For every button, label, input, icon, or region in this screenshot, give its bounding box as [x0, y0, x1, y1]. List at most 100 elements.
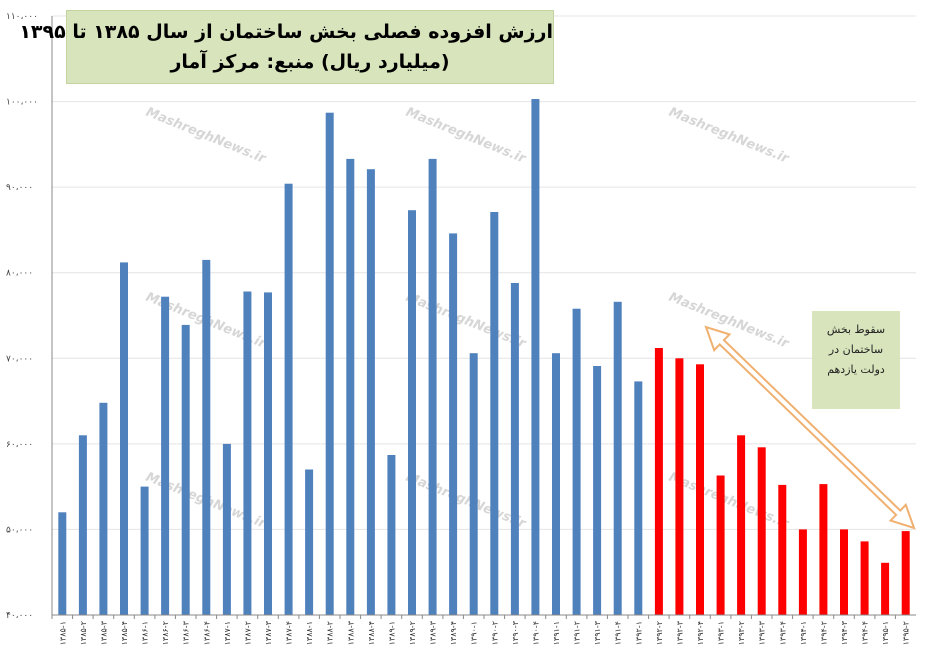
bar: [881, 562, 890, 615]
bar: [634, 381, 643, 615]
bar: [716, 475, 725, 615]
x-tick-label: ۱۳۹۲-۴: [696, 621, 705, 645]
x-tick-label: ۱۳۸۷-۳: [264, 620, 273, 645]
x-tick-labels: ۱۳۸۵-۱ ۱۳۸۵-۲ ۱۳۸۵-۳ ۱۳۸۵-۴ ۱۳۸۶-۱ ۱۳۸۶-۲ ۱۳۸۶…: [58, 620, 910, 645]
bar: [737, 435, 746, 615]
bar: [387, 455, 396, 615]
bar: [778, 484, 787, 615]
x-tick-label: ۱۳۹۴-۴: [861, 621, 870, 645]
y-tick-label: ۵۰،۰۰۰: [6, 525, 33, 535]
x-tick-label: ۱۳۸۸-۳: [346, 620, 355, 645]
y-tick-label: ۴۰،۰۰۰: [6, 611, 33, 621]
x-tick-label: ۱۳۹۳-۳: [758, 620, 767, 645]
bar: [593, 366, 602, 615]
bars: [58, 99, 910, 615]
x-tick-label: ۱۳۸۷-۴: [285, 621, 294, 645]
bar: [325, 112, 334, 615]
x-tick-label: ۱۳۹۰-۱: [470, 621, 479, 645]
bar: [202, 259, 211, 615]
bar: [140, 486, 149, 615]
watermark-text: MashreghNews.ir: [404, 105, 530, 167]
x-tick-label: ۱۳۹۵-۲: [902, 621, 911, 645]
bar: [531, 99, 540, 615]
x-tick-label: ۱۳۹۳-۱: [717, 621, 726, 645]
y-tick-label: ۱۰۰،۰۰۰: [6, 98, 38, 108]
double-arrow-shape: [704, 325, 916, 530]
bar: [654, 348, 663, 615]
x-tick-label: ۱۳۹۴-۱: [799, 621, 808, 645]
x-tick-label: ۱۳۹۱-۱: [552, 621, 561, 645]
x-tick-label: ۱۳۸۶-۳: [182, 620, 191, 645]
x-tick-label: ۱۳۹۱-۳: [593, 620, 602, 645]
x-tick-label: ۱۳۸۹-۱: [387, 621, 396, 645]
x-tick-label: ۱۳۹۴-۳: [840, 620, 849, 645]
bar: [819, 484, 828, 615]
x-tick-label: ۱۳۸۸-۱: [305, 621, 314, 645]
chart-title-line-2: (میلیارد ریال) منبع: مرکز آمار: [170, 51, 450, 73]
bar: [305, 469, 314, 615]
bar: [181, 324, 190, 615]
watermark-text: MashreghNews.ir: [404, 290, 530, 352]
x-tick-label: ۱۳۸۵-۲: [79, 621, 88, 645]
bar: [798, 529, 807, 615]
bar: [78, 435, 87, 615]
annotation-box: سقوط بخش ساختمان در دولت یازدهم: [812, 311, 900, 409]
bar: [901, 531, 910, 615]
y-tick-label: ۱۱۰،۰۰۰: [6, 12, 38, 22]
x-tick-label: ۱۳۹۳-۴: [778, 621, 787, 645]
x-tick-label: ۱۳۸۹-۳: [429, 620, 438, 645]
x-tick-label: ۱۳۸۸-۲: [326, 621, 335, 645]
x-tick-label: ۱۳۹۱-۲: [573, 621, 582, 645]
bar: [120, 262, 128, 615]
y-tick-label: ۹۰،۰۰۰: [6, 183, 33, 193]
x-tick-label: ۱۳۸۶-۱: [141, 621, 150, 645]
bar: [99, 402, 108, 615]
chart-title: ارزش افزوده فصلی بخش ساختمان از سال ۱۳۸۵…: [19, 10, 554, 84]
grid-lines: [52, 15, 916, 530]
decline-arrow: [704, 325, 916, 530]
bar: [346, 158, 355, 615]
bar: [264, 292, 272, 615]
y-tick-label: ۶۰،۰۰۰: [6, 440, 33, 450]
bar: [490, 212, 499, 615]
bar: [449, 233, 458, 615]
x-tick-label: ۱۳۸۸-۴: [367, 621, 376, 645]
bar: [840, 529, 848, 615]
bar: [284, 183, 293, 615]
bar: [696, 364, 704, 615]
watermark-text: MashreghNews.ir: [667, 105, 793, 167]
x-tick-label: ۱۳۹۰-۴: [531, 621, 540, 645]
y-tick-labels: ۴۰،۰۰۰ ۵۰،۰۰۰ ۶۰،۰۰۰ ۷۰،۰۰۰ ۸۰،۰۰۰ ۹۰،۰۰۰ ۱۰۰،…: [6, 12, 38, 621]
y-tick-label: ۷۰،۰۰۰: [6, 354, 33, 364]
bar: [243, 291, 252, 615]
x-tick-label: ۱۳۸۵-۴: [120, 621, 129, 645]
bar: [860, 541, 869, 615]
bar: [222, 443, 231, 615]
x-tick-label: ۱۳۹۳-۲: [737, 621, 746, 645]
x-tick-label: ۱۳۹۴-۲: [819, 621, 828, 645]
bar: [469, 353, 478, 615]
x-tick-label: ۱۳۹۲-۲: [655, 621, 664, 645]
x-tick-label: ۱۳۸۵-۳: [99, 620, 108, 645]
x-tick-label: ۱۳۸۷-۱: [223, 621, 232, 645]
x-tick-label: ۱۳۹۲-۱: [634, 621, 643, 645]
bar: [58, 512, 67, 615]
x-tick-label: ۱۳۹۰-۲: [490, 621, 499, 645]
watermark-text: MashreghNews.ir: [667, 470, 793, 532]
x-tick-label: ۱۳۹۵-۱: [881, 621, 890, 645]
watermark-text: MashreghNews.ir: [144, 105, 270, 167]
annotation-line-1: سقوط بخش: [826, 323, 886, 336]
watermarks: MashreghNews.ir MashreghNews.ir MashreghNe…: [144, 105, 793, 532]
bar: [428, 158, 437, 615]
x-tick-label: ۱۳۹۲-۳: [675, 620, 684, 645]
x-tick-label: ۱۳۹۰-۳: [511, 620, 520, 645]
x-tick-label: ۱۳۸۷-۲: [243, 621, 252, 645]
bar: [552, 353, 560, 615]
bar: [757, 447, 766, 615]
x-tick-label: ۱۳۹۱-۴: [614, 621, 623, 645]
chart-title-line-1: ارزش افزوده فصلی بخش ساختمان از سال ۱۳۸۵…: [19, 21, 553, 43]
annotation-line-3: دولت یازدهم: [827, 363, 885, 376]
x-tick-label: ۱۳۸۹-۴: [449, 621, 458, 645]
bar: [675, 358, 684, 615]
